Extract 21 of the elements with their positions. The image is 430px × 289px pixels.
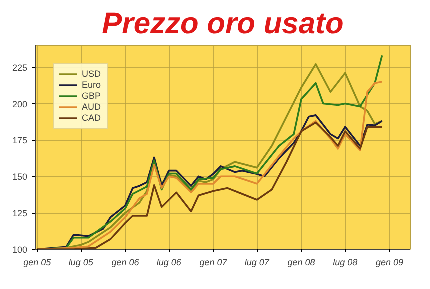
x-tick-label: gen 05 [24,258,52,268]
legend-label: Euro [82,80,102,90]
x-tick-label: gen 09 [376,258,404,268]
legend-label: AUD [82,102,102,112]
x-tick-label: gen 06 [112,258,140,268]
chart-title: Prezzo oro usato [102,8,344,40]
x-tick-label: lug 06 [156,258,182,268]
legend-label: USD [82,69,102,79]
y-tick-label: 175 [12,136,28,146]
legend-label: GBP [82,91,102,101]
x-tick-label: lug 05 [68,258,94,268]
y-tick-label: 200 [12,99,28,110]
x-tick-label: gen 07 [200,258,228,268]
x-tick-label: lug 08 [333,258,358,268]
y-tick-label: 225 [12,62,28,73]
x-tick-label: gen 08 [288,258,316,268]
legend-label: CAD [82,113,102,123]
y-tick-label: 100 [12,245,28,255]
y-tick-label: 125 [12,208,28,219]
x-tick-label: lug 07 [244,258,270,268]
y-tick-label: 150 [12,172,28,182]
